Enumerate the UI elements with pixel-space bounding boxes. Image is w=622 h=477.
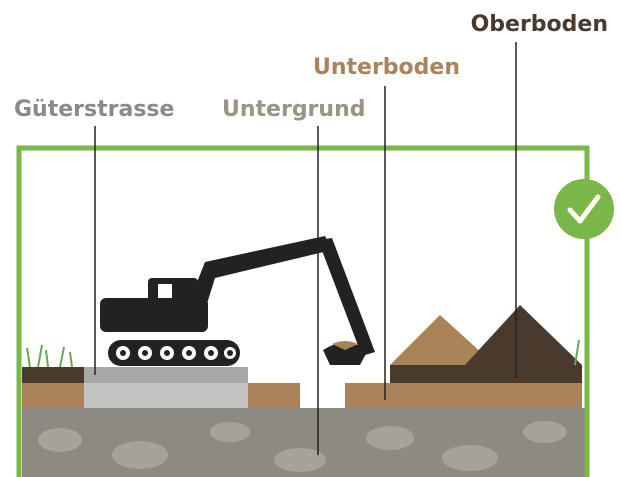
label-gueterstrasse: Güterstrasse [14,97,174,122]
label-untergrund: Untergrund [222,97,365,122]
road-gravel [84,383,248,408]
label-oberboden: Oberboden [471,12,608,37]
illustration: Oberboden Unterboden Güterstrasse Unterg… [0,0,622,477]
oberboden-pile [465,305,582,365]
unterboden-right [345,383,582,408]
label-unterboden: Unterboden [313,55,460,80]
oberboden-right [390,365,582,383]
road-surface [84,367,248,383]
excavator [100,236,375,366]
oberboden-left [22,367,84,383]
check-badge [554,179,614,239]
